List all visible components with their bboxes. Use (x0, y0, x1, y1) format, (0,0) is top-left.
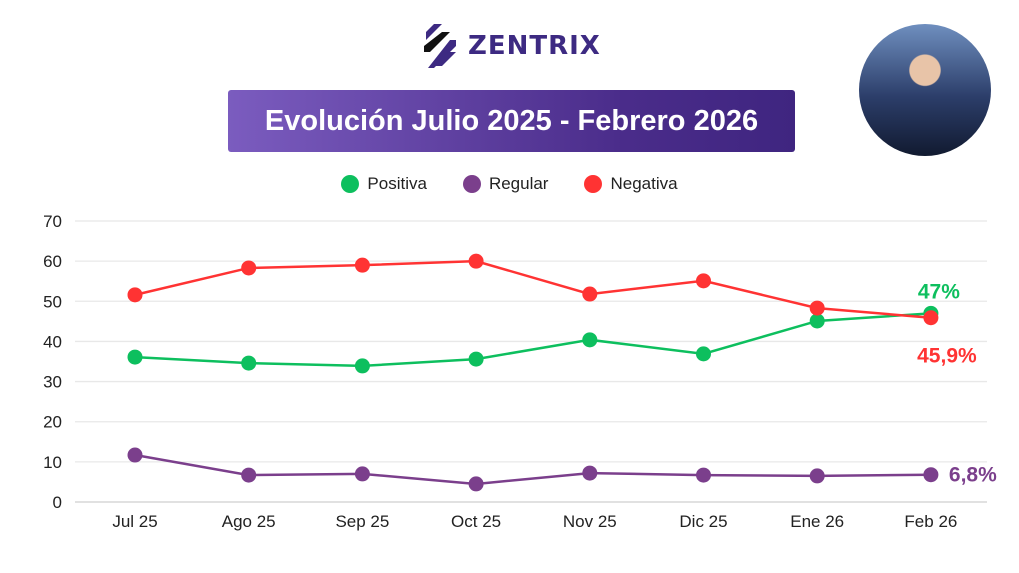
data-point-negativa (127, 287, 143, 303)
y-tick-label: 60 (43, 252, 62, 271)
data-point-regular (241, 467, 257, 483)
data-point-negativa (923, 310, 939, 326)
data-point-regular (468, 476, 484, 492)
end-label-positiva: 47% (918, 280, 960, 303)
data-point-negativa (241, 260, 257, 276)
x-tick-label: Sep 25 (335, 512, 389, 531)
end-label-negativa: 45,9% (917, 345, 977, 368)
y-tick-label: 40 (43, 332, 62, 351)
x-tick-label: Ene 26 (790, 512, 844, 531)
y-tick-label: 70 (43, 212, 62, 231)
legend-item-negativa: Negativa (584, 174, 678, 194)
legend-item-regular: Regular (462, 174, 549, 194)
data-point-regular (696, 467, 711, 483)
data-point-negativa (582, 286, 598, 302)
legend-label: Negativa (610, 174, 678, 193)
data-point-positiva (241, 355, 257, 371)
data-point-positiva (468, 351, 484, 367)
y-tick-label: 30 (43, 373, 62, 392)
series-line-negativa (134, 259, 932, 319)
data-point-positiva (127, 349, 143, 365)
logo: ZENTRIX (420, 22, 601, 70)
data-point-regular (354, 466, 370, 482)
y-tick-label: 20 (43, 413, 62, 432)
data-point-regular (582, 465, 598, 481)
y-tick-label: 50 (43, 292, 62, 311)
series-line-regular (134, 453, 931, 486)
x-tick-label: Dic 25 (679, 512, 727, 531)
legend-marker (584, 175, 603, 193)
data-point-regular (923, 467, 939, 483)
x-tick-label: Ago 25 (222, 512, 276, 531)
x-tick-label: Nov 25 (563, 512, 617, 531)
legend-marker (462, 175, 481, 193)
legend-label: Positiva (367, 174, 427, 193)
x-tick-label: Oct 25 (451, 512, 501, 531)
legend-label: Regular (488, 174, 549, 193)
legend-item-positiva: Positiva (341, 174, 427, 194)
data-point-positiva (354, 358, 370, 374)
chart-title: Evolución Julio 2025 - Febrero 2026 (264, 104, 759, 137)
person-photo (859, 24, 991, 156)
data-point-negativa (809, 300, 825, 316)
y-tick-label: 10 (43, 453, 62, 472)
y-tick-label: 0 (53, 493, 62, 512)
data-point-positiva (809, 313, 825, 329)
data-point-negativa (468, 253, 484, 269)
data-point-negativa (696, 273, 711, 289)
legend-marker (341, 175, 360, 193)
zentrix-logo-icon (424, 24, 456, 68)
logo-text: ZENTRIX (468, 31, 601, 61)
data-point-negativa (354, 257, 370, 273)
data-point-positiva (582, 332, 598, 348)
end-label-regular: 6,8% (949, 464, 997, 487)
data-point-regular (809, 468, 825, 484)
x-tick-label: Feb 26 (904, 512, 957, 531)
title-banner: Evolución Julio 2025 - Febrero 2026 (228, 90, 795, 152)
data-point-positiva (696, 346, 711, 362)
x-tick-label: Jul 25 (112, 512, 157, 531)
data-point-regular (127, 447, 143, 463)
legend: Positiva Regular Negativa (0, 174, 1019, 194)
series-line-positiva (134, 312, 931, 368)
